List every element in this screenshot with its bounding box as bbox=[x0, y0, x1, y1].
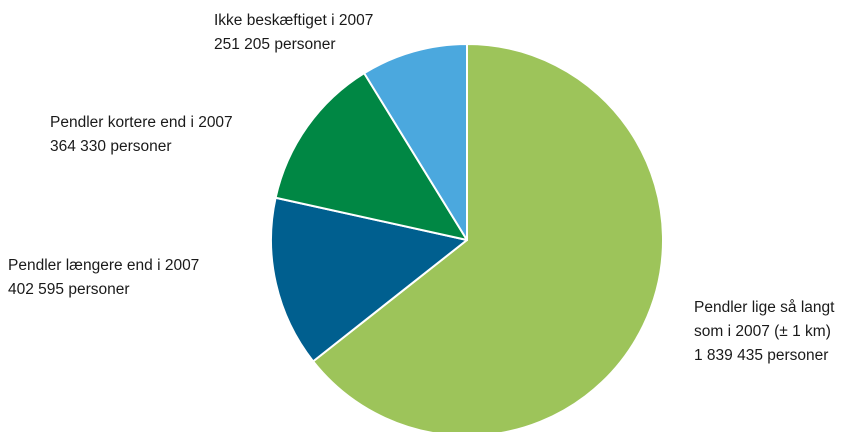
slice-labels: Pendler lige så langt som i 2007 (± 1 km)… bbox=[8, 12, 835, 364]
slice-label-pendler-kortere-end-i-2007: Pendler kortere end i 2007 364 330 person… bbox=[50, 114, 233, 155]
pie-slice-pendler-lige-sa-langt-som-i-2007-1-km bbox=[312, 43, 664, 432]
pie-slices bbox=[270, 43, 664, 432]
slice-label-pendler-laengere-end-i-2007: Pendler længere end i 2007 402 595 person… bbox=[8, 257, 199, 298]
slice-category-label: Ikke beskæftiget i 2007 bbox=[214, 12, 373, 29]
slice-category-label: Pendler lige så langt bbox=[694, 299, 835, 316]
slice-value-label: 251 205 personer bbox=[214, 36, 336, 53]
slice-category-label: som i 2007 (± 1 km) bbox=[694, 323, 831, 340]
slice-label-pendler-lige-sa-langt-som-i-2007-1-km: Pendler lige så langt som i 2007 (± 1 km)… bbox=[694, 299, 835, 364]
pie-slice-pendler-kortere-end-i-2007 bbox=[274, 72, 468, 241]
slice-category-label: Pendler længere end i 2007 bbox=[8, 257, 199, 274]
slice-value-label: 1 839 435 personer bbox=[694, 347, 828, 364]
pie-slice-pendler-laengere-end-i-2007 bbox=[270, 196, 468, 363]
slice-value-label: 402 595 personer bbox=[8, 281, 130, 298]
slice-value-label: 364 330 personer bbox=[50, 138, 172, 155]
slice-category-label: Pendler kortere end i 2007 bbox=[50, 114, 233, 131]
pie-slice-ikke-beskaeftiget-i-2007 bbox=[363, 43, 468, 241]
slice-label-ikke-beskaeftiget-i-2007: Ikke beskæftiget i 2007 251 205 personer bbox=[214, 12, 373, 53]
